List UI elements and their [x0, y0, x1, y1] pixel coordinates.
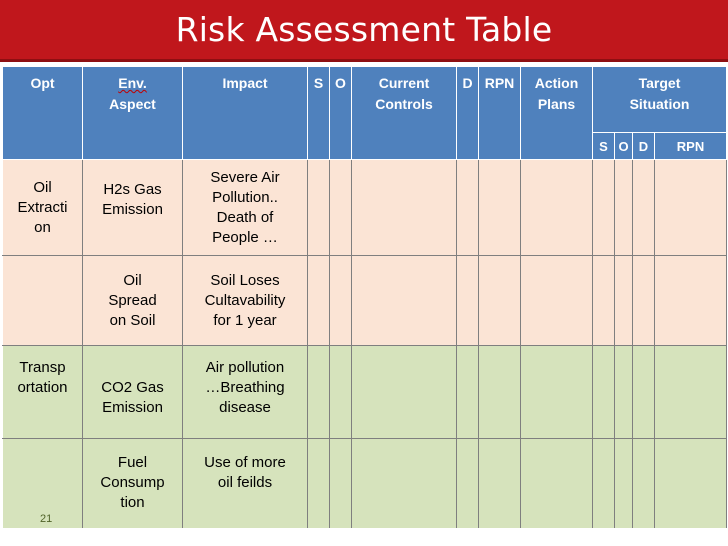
- cell-o: [329, 255, 352, 346]
- cell-action-plans: [520, 345, 593, 439]
- cell-target-d: [632, 345, 655, 439]
- cell-aspect: Fuel Consump tion: [82, 438, 183, 529]
- cell-rpn: [478, 255, 521, 346]
- cell-d: [456, 345, 479, 439]
- cell-d: [456, 438, 479, 529]
- risk-assessment-table: Opt Env. Aspect Impact S O Current Control…: [2, 66, 728, 529]
- cell-aspect: CO2 Gas Emission: [82, 345, 183, 439]
- cell-d: [456, 255, 479, 346]
- header-target-rpn: RPN: [653, 132, 728, 160]
- cell-target-d: [632, 255, 655, 346]
- cell-opt: Oil Extracti on: [2, 159, 83, 256]
- cell-target-d: [632, 438, 655, 529]
- header-opt: Opt: [2, 66, 83, 160]
- cell-rpn: [478, 438, 521, 529]
- cell-target-s: [592, 159, 615, 256]
- cell-target-s: [592, 345, 615, 439]
- cell-aspect: H2s Gas Emission: [82, 159, 183, 256]
- cell-s: [307, 438, 330, 529]
- table-row: Oil Spread on Soil Soil Loses Cultavability…: [2, 255, 728, 346]
- cell-current-controls: [351, 438, 457, 529]
- cell-opt: Transp ortation: [2, 345, 83, 439]
- cell-target-o: [614, 159, 633, 256]
- title-bar: Risk Assessment Table: [0, 0, 728, 62]
- header-current-controls: Current Controls: [351, 66, 457, 160]
- cell-target-o: [614, 255, 633, 346]
- cell-opt: [2, 255, 83, 346]
- page-title: Risk Assessment Table: [175, 10, 553, 49]
- header-s: S: [307, 66, 330, 160]
- cell-impact: Soil Loses Cultavability for 1 year: [182, 255, 308, 346]
- table-row: Fuel Consump tion Use of more oil feilds: [2, 438, 728, 529]
- cell-target-s: [592, 438, 615, 529]
- cell-target-o: [614, 345, 633, 439]
- page-number: 21: [40, 513, 53, 525]
- cell-target-rpn: [653, 255, 728, 346]
- cell-target-s: [592, 255, 615, 346]
- cell-rpn: [478, 345, 521, 439]
- cell-target-rpn: [653, 438, 728, 529]
- cell-d: [456, 159, 479, 256]
- header-rpn: RPN: [478, 66, 521, 160]
- cell-target-d: [632, 159, 655, 256]
- table-row: Oil Extracti on H2s Gas Emission Severe Air…: [2, 159, 728, 256]
- cell-o: [329, 438, 352, 529]
- cell-o: [329, 345, 352, 439]
- cell-aspect: Oil Spread on Soil: [82, 255, 183, 346]
- cell-impact: Air pollution …Breathing disease: [182, 345, 308, 439]
- cell-rpn: [478, 159, 521, 256]
- cell-target-rpn: [653, 345, 728, 439]
- cell-target-rpn: [653, 159, 728, 256]
- header-action-plans: Action Plans: [520, 66, 593, 160]
- cell-o: [329, 159, 352, 256]
- cell-action-plans: [520, 159, 593, 256]
- cell-target-o: [614, 438, 633, 529]
- header-target-o: O: [614, 132, 633, 160]
- cell-action-plans: [520, 255, 593, 346]
- cell-opt: [2, 438, 83, 529]
- cell-current-controls: [351, 159, 457, 256]
- cell-s: [307, 345, 330, 439]
- header-target-situation: Target Situation: [591, 66, 728, 133]
- cell-s: [307, 159, 330, 256]
- cell-action-plans: [520, 438, 593, 529]
- header-target-s: S: [592, 132, 615, 160]
- cell-impact: Severe Air Pollution.. Death of People …: [182, 159, 308, 256]
- cell-current-controls: [351, 345, 457, 439]
- table-row: Transp ortation CO2 Gas Emission Air pollu…: [2, 345, 728, 439]
- cell-s: [307, 255, 330, 346]
- header-impact: Impact: [182, 66, 308, 160]
- header-d: D: [456, 66, 479, 160]
- header-target-d: D: [632, 132, 655, 160]
- header-o: O: [329, 66, 352, 160]
- header-env-aspect: Env. Aspect: [82, 66, 183, 160]
- cell-impact: Use of more oil feilds: [182, 438, 308, 529]
- cell-current-controls: [351, 255, 457, 346]
